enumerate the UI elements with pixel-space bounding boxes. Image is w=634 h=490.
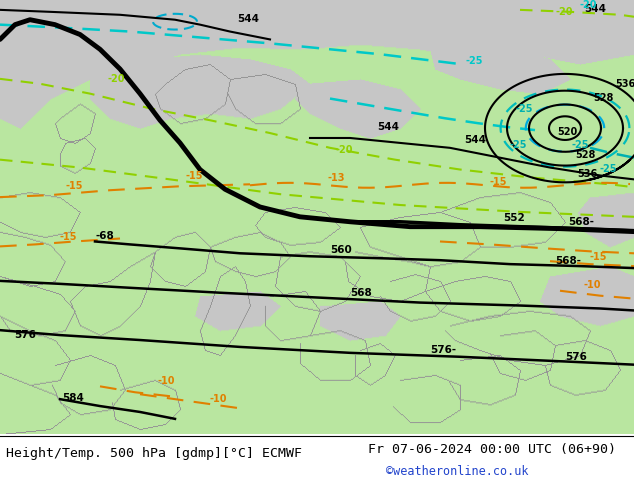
Text: -15: -15 <box>65 181 82 191</box>
Text: 536: 536 <box>615 79 634 89</box>
Text: -25: -25 <box>465 56 482 66</box>
Text: 544: 544 <box>464 135 486 145</box>
Text: 584: 584 <box>62 393 84 403</box>
Text: -68: -68 <box>95 230 113 241</box>
Text: ©weatheronline.co.uk: ©weatheronline.co.uk <box>386 466 529 478</box>
Text: Height/Temp. 500 hPa [gdmp][°C] ECMWF: Height/Temp. 500 hPa [gdmp][°C] ECMWF <box>6 447 302 460</box>
Text: 568-: 568- <box>568 217 594 227</box>
Text: -25: -25 <box>572 140 590 150</box>
Text: 544: 544 <box>584 4 606 14</box>
Text: 576: 576 <box>14 330 36 340</box>
Text: 560: 560 <box>330 245 352 255</box>
Text: 520: 520 <box>557 127 577 137</box>
Text: -20: -20 <box>108 74 126 84</box>
Text: 568: 568 <box>350 288 372 297</box>
Text: -25: -25 <box>600 165 618 174</box>
Text: -20: -20 <box>335 145 353 155</box>
Text: -15: -15 <box>60 232 77 243</box>
Text: 576: 576 <box>565 352 587 362</box>
Text: -10: -10 <box>210 394 228 404</box>
Text: -25: -25 <box>510 140 527 150</box>
Text: -25: -25 <box>515 104 533 114</box>
Text: 528: 528 <box>575 149 595 160</box>
Text: -15: -15 <box>490 177 507 187</box>
Text: 528: 528 <box>593 93 613 102</box>
Text: 536: 536 <box>577 170 597 179</box>
Text: 544: 544 <box>237 14 259 24</box>
Text: -20: -20 <box>556 7 574 17</box>
Text: 552: 552 <box>503 213 525 223</box>
Text: -20: -20 <box>580 0 597 10</box>
Text: 576-: 576- <box>430 345 456 355</box>
Text: 544: 544 <box>377 122 399 132</box>
Text: 568-: 568- <box>555 256 581 266</box>
Text: Fr 07-06-2024 00:00 UTC (06+90): Fr 07-06-2024 00:00 UTC (06+90) <box>368 443 616 456</box>
Text: -15: -15 <box>590 252 607 262</box>
Text: -15: -15 <box>186 172 204 181</box>
Text: -10: -10 <box>583 280 600 290</box>
Text: -10: -10 <box>158 376 176 387</box>
Text: -13: -13 <box>328 173 346 183</box>
